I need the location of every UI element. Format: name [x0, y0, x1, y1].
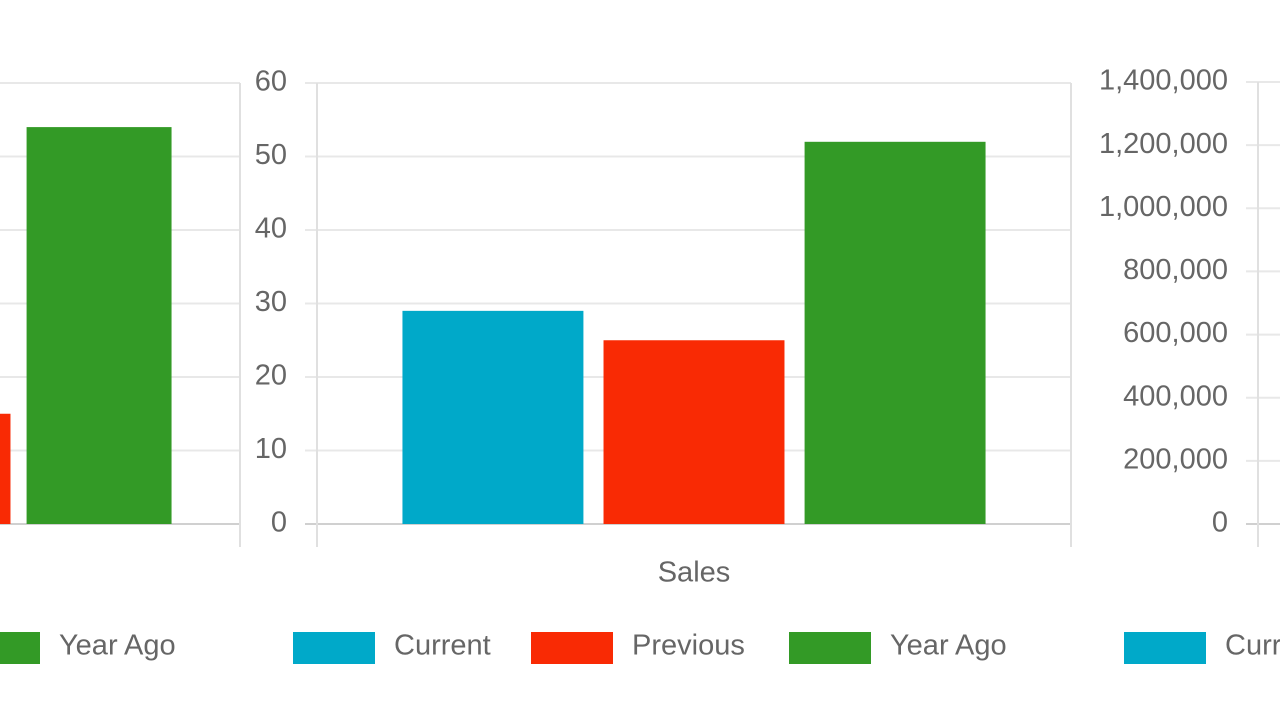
legend-label: Year Ago: [890, 630, 1007, 662]
bar: [26, 127, 172, 524]
y-tick-label: 0: [271, 507, 287, 539]
y-tick-label: 600,000: [1123, 317, 1228, 349]
bar: [402, 310, 584, 524]
legend-swatch: [0, 632, 40, 664]
y-tick-label: 200,000: [1123, 444, 1228, 476]
bar: [804, 141, 986, 525]
y-tick-label: 60: [255, 66, 287, 98]
y-tick-label: 1,200,000: [1099, 128, 1228, 160]
y-tick-label: 10: [255, 433, 287, 465]
bar: [603, 340, 785, 524]
legend-label: Current: [1225, 630, 1280, 662]
legend-swatch: [789, 632, 871, 664]
legend-label: Current: [394, 630, 491, 662]
legend-swatch: [531, 632, 613, 664]
y-tick-label: 0: [1212, 507, 1228, 539]
y-tick-label: 1,400,000: [1099, 65, 1228, 97]
y-tick-label: 20: [255, 360, 287, 392]
bar: [0, 413, 11, 524]
legend-label: Previous: [632, 630, 745, 662]
y-tick-label: 30: [255, 286, 287, 318]
legend-swatch: [293, 632, 375, 664]
x-tick-label: Sales: [658, 557, 731, 589]
y-tick-label: 40: [255, 213, 287, 245]
y-tick-label: 1,000,000: [1099, 191, 1228, 223]
legend-label: Year Ago: [59, 630, 176, 662]
y-tick-label: 400,000: [1123, 380, 1228, 412]
y-tick-label: 50: [255, 139, 287, 171]
y-tick-label: 800,000: [1123, 254, 1228, 286]
legend-swatch: [1124, 632, 1206, 664]
